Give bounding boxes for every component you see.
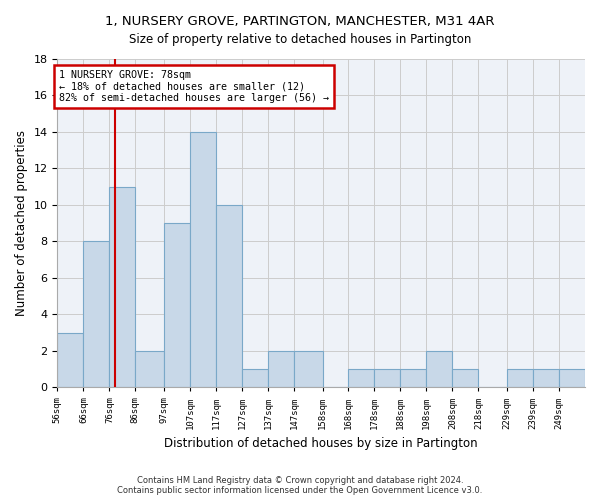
Text: 1, NURSERY GROVE, PARTINGTON, MANCHESTER, M31 4AR: 1, NURSERY GROVE, PARTINGTON, MANCHESTER… [105,15,495,28]
Bar [294,351,323,388]
Text: Size of property relative to detached houses in Partington: Size of property relative to detached ho… [129,32,471,46]
Bar [164,223,190,388]
Bar [374,369,400,388]
Bar [136,351,164,388]
X-axis label: Distribution of detached houses by size in Partington: Distribution of detached houses by size … [164,437,478,450]
Bar [400,369,427,388]
Bar [242,369,268,388]
Bar [216,205,242,388]
Bar [427,351,452,388]
Bar [190,132,216,388]
Bar [452,369,478,388]
Y-axis label: Number of detached properties: Number of detached properties [15,130,28,316]
Bar [268,351,294,388]
Text: Contains HM Land Registry data © Crown copyright and database right 2024.
Contai: Contains HM Land Registry data © Crown c… [118,476,482,495]
Bar [109,186,136,388]
Bar [83,242,109,388]
Text: 1 NURSERY GROVE: 78sqm
← 18% of detached houses are smaller (12)
82% of semi-det: 1 NURSERY GROVE: 78sqm ← 18% of detached… [59,70,329,103]
Bar [559,369,585,388]
Bar [507,369,533,388]
Bar [58,332,83,388]
Bar [533,369,559,388]
Bar [349,369,374,388]
